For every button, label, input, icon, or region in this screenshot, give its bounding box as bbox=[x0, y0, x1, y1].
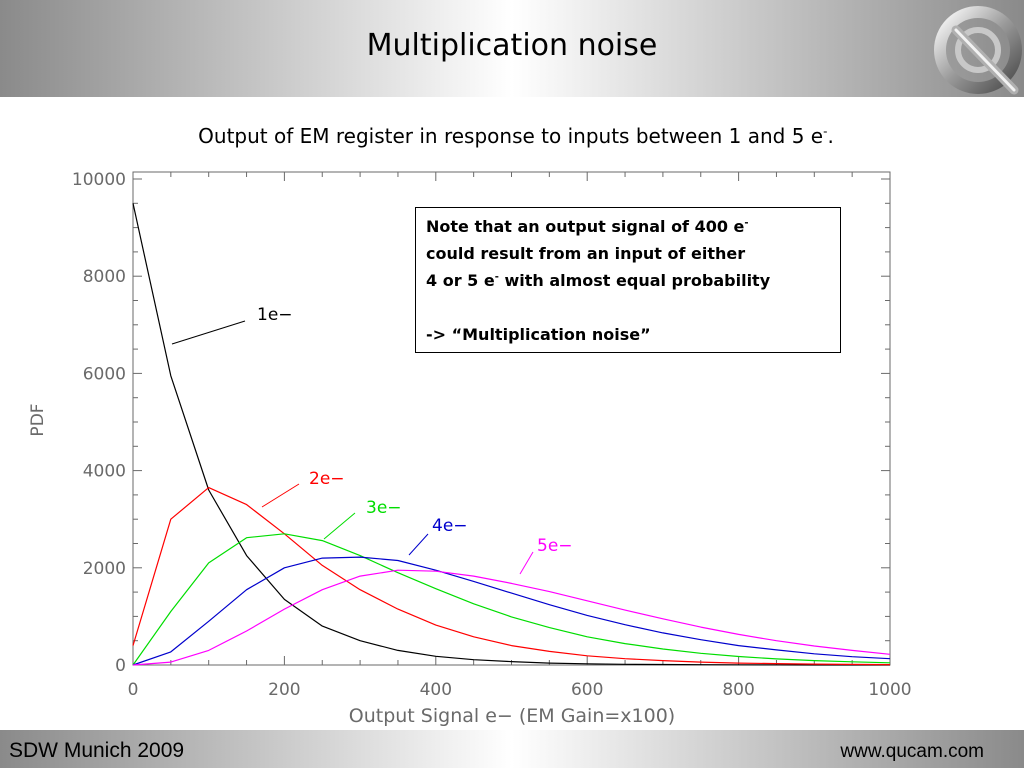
note-line-1: Note that an output signal of 400 e- bbox=[426, 217, 749, 236]
y-axis-label: PDF bbox=[28, 403, 48, 436]
series-label-leader-4e bbox=[408, 533, 429, 556]
series-line-1e bbox=[132, 203, 890, 666]
x-tick-label: 1000 bbox=[868, 680, 911, 700]
chart-subtitle: Output of EM register in response to inp… bbox=[198, 124, 834, 148]
slide-footer: SDW Munich 2009 www.qucam.com bbox=[0, 730, 1024, 768]
series-line-2e bbox=[132, 487, 891, 666]
slide-header: Multiplication noise bbox=[0, 0, 1024, 97]
series-line-3e bbox=[132, 533, 891, 666]
y-tick-label: 0 bbox=[115, 656, 126, 676]
series-label-1e: 1e− bbox=[257, 305, 293, 325]
footer-event: SDW Munich 2009 bbox=[9, 739, 185, 762]
series-label-5e: 5e− bbox=[537, 536, 573, 556]
x-tick-label: 200 bbox=[268, 680, 300, 700]
series-label-2e: 2e− bbox=[309, 469, 345, 489]
slide-title: Multiplication noise bbox=[366, 28, 658, 63]
series-line-5e bbox=[132, 569, 891, 666]
x-tick-label: 0 bbox=[128, 680, 139, 700]
x-tick-label: 600 bbox=[571, 680, 603, 700]
note-box: Note that an output signal of 400 e- cou… bbox=[415, 207, 841, 353]
x-tick-label: 400 bbox=[420, 680, 452, 700]
label-layer: 1e− 2e− 3e− 4e− 5e− bbox=[171, 305, 573, 575]
y-tick-label: 6000 bbox=[83, 364, 126, 384]
note-line-3: 4 or 5 e- with almost equal probability bbox=[426, 271, 771, 290]
y-tick-label: 4000 bbox=[83, 462, 126, 482]
series-label-leader-3e bbox=[323, 512, 356, 540]
note-line-4: -> “Multiplication noise” bbox=[426, 325, 651, 344]
qucam-logo-icon bbox=[934, 6, 1022, 95]
series-label-leader-1e bbox=[171, 320, 246, 345]
x-axis-label: Output Signal e− (EM Gain=x100) bbox=[349, 705, 675, 727]
note-line-2: could result from an input of either bbox=[426, 244, 746, 263]
series-label-3e: 3e− bbox=[366, 498, 402, 518]
pdf-line-chart: 0 200 400 600 800 10000200040006000800010000 … bbox=[28, 170, 912, 727]
series-label-4e: 4e− bbox=[432, 516, 468, 536]
x-tick-label: 800 bbox=[722, 680, 754, 700]
series-layer bbox=[132, 203, 891, 666]
y-tick-label: 2000 bbox=[83, 559, 126, 579]
y-tick-label: 8000 bbox=[83, 267, 126, 287]
series-line-4e bbox=[132, 556, 891, 666]
plot-frame bbox=[132, 171, 891, 666]
series-label-leader-5e bbox=[519, 551, 534, 575]
footer-website: www.qucam.com bbox=[840, 741, 984, 762]
series-label-leader-2e bbox=[261, 483, 300, 508]
y-tick-label: 10000 bbox=[72, 170, 126, 190]
